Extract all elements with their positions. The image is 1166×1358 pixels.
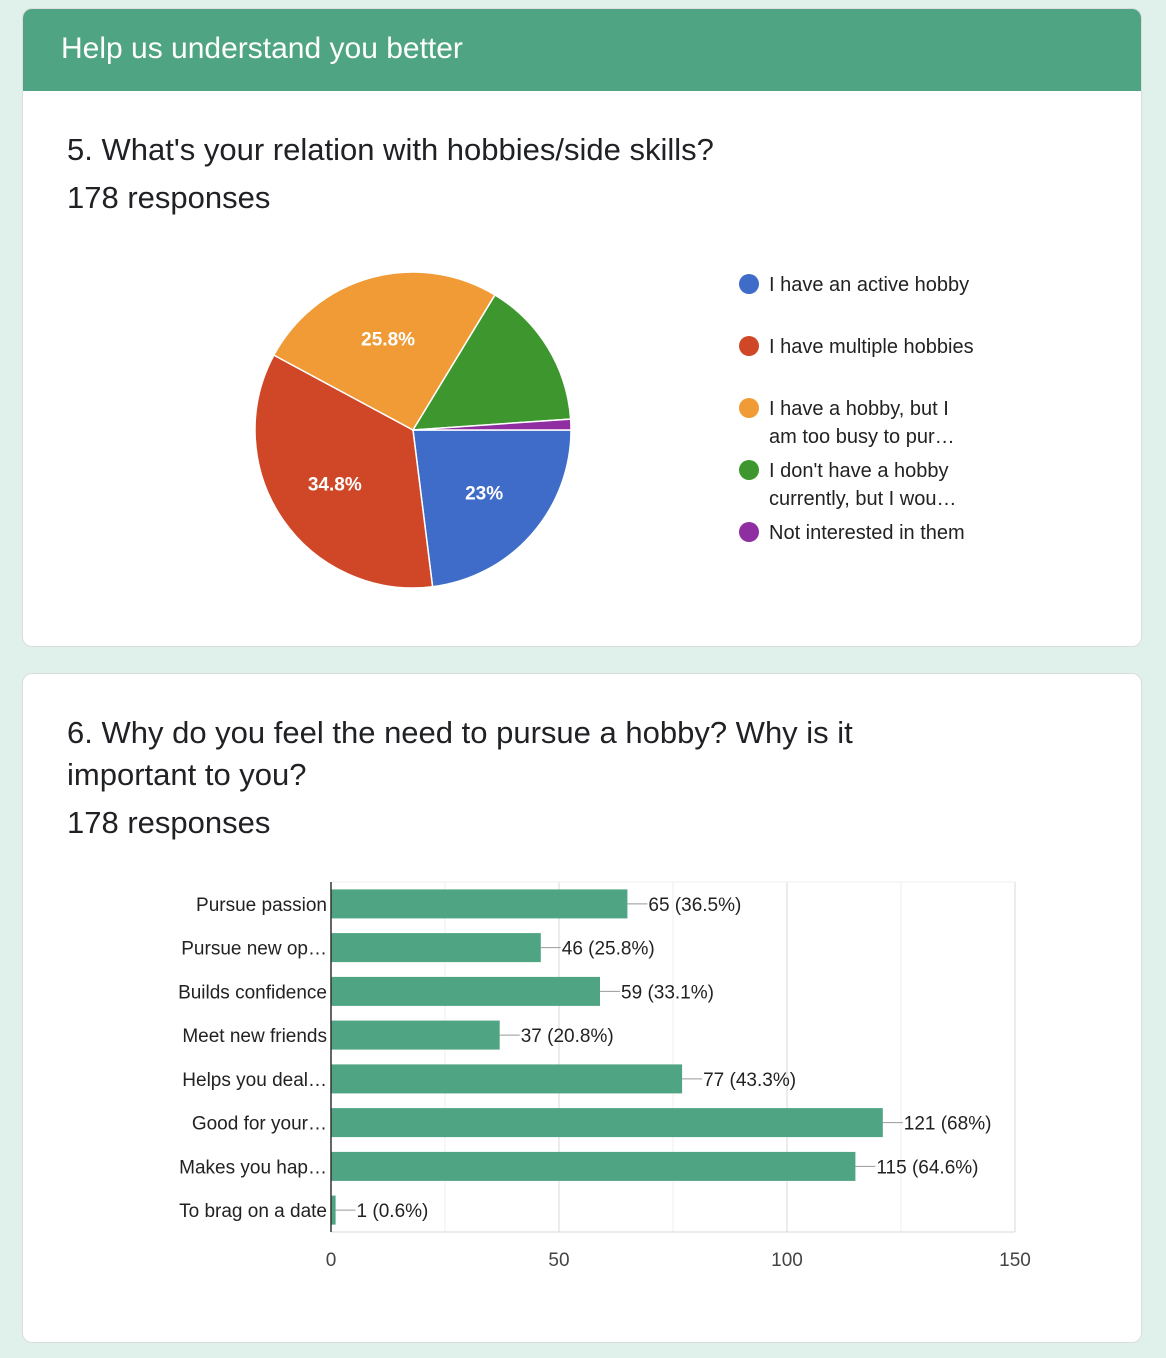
legend-label: I have a hobby, but I am too busy to pur…: [769, 398, 955, 448]
pie-slice-label: 34.8%: [308, 475, 362, 496]
bar[interactable]: [331, 1195, 336, 1225]
legend-item[interactable]: I have multiple hobbies: [739, 333, 979, 395]
legend-label: I have an active hobby: [769, 274, 970, 296]
pie-slice[interactable]: [411, 293, 572, 431]
data-label: 1 (0.6%): [357, 1201, 429, 1222]
legend-swatch: [739, 274, 759, 294]
pie-slice-label: 25.8%: [361, 330, 415, 351]
bar-chart: Pursue passion 65 (36.5%) Pursue new op… 46…: [178, 881, 1031, 1271]
pie-slice-label: 23%: [465, 484, 503, 505]
legend-item[interactable]: I don't have a hobby currently, but I wo…: [739, 457, 979, 519]
section-header: Help us understand you better: [23, 9, 1141, 91]
question-title: 5. What's your relation with hobbies/sid…: [67, 132, 714, 167]
category-label: Pursue new op…: [181, 939, 327, 960]
category-label: Makes you hap…: [179, 1157, 327, 1178]
data-label: 65 (36.5%): [648, 895, 741, 916]
question-card-6: 6. Why do you feel the need to pursue a …: [22, 673, 1142, 1343]
response-count: 178 responses: [67, 805, 271, 840]
legend-swatch: [739, 398, 759, 418]
legend-swatch: [739, 522, 759, 542]
pie-legend: I have an active hobby I have multiple ho…: [739, 271, 979, 581]
response-count: 178 responses: [67, 180, 271, 215]
bar[interactable]: [331, 933, 541, 963]
legend-label: Not interested in them: [769, 522, 965, 544]
bar[interactable]: [331, 1108, 883, 1138]
bar[interactable]: [331, 1020, 500, 1050]
data-label: 115 (64.6%): [876, 1157, 978, 1178]
data-label: 59 (33.1%): [621, 982, 714, 1003]
pie-slice[interactable]: [254, 354, 434, 589]
x-tick-label: 0: [326, 1250, 337, 1271]
pie-slice[interactable]: [412, 418, 572, 431]
bar[interactable]: [331, 889, 628, 919]
data-label: 37 (20.8%): [521, 1026, 614, 1047]
question-title: 6. Why do you feel the need to pursue a …: [67, 715, 853, 792]
legend-label: I don't have a hobby currently, but I wo…: [769, 460, 957, 510]
data-label: 77 (43.3%): [703, 1070, 796, 1091]
x-tick-label: 150: [999, 1250, 1031, 1271]
bar[interactable]: [331, 1151, 856, 1181]
pie-chart: 23% 34.8% 25.8%: [254, 271, 572, 589]
pie-slice[interactable]: [412, 429, 572, 588]
bar[interactable]: [331, 1064, 683, 1094]
legend-item[interactable]: Not interested in them: [739, 519, 979, 581]
category-label: Meet new friends: [182, 1026, 327, 1047]
category-label: Good for your…: [192, 1114, 327, 1135]
category-label: Helps you deal…: [182, 1070, 327, 1091]
legend-item[interactable]: I have an active hobby: [739, 271, 979, 333]
bar[interactable]: [331, 976, 600, 1006]
legend-item[interactable]: I have a hobby, but I am too busy to pur…: [739, 395, 979, 457]
legend-swatch: [739, 460, 759, 480]
legend-swatch: [739, 336, 759, 356]
category-label: Builds confidence: [178, 982, 327, 1003]
legend-label: I have multiple hobbies: [769, 336, 974, 358]
data-label: 121 (68%): [904, 1114, 992, 1135]
category-label: Pursue passion: [196, 895, 327, 916]
question-card-5: Help us understand you better 5. What's …: [22, 8, 1142, 647]
section-title: Help us understand you better: [61, 32, 463, 65]
x-tick-label: 100: [771, 1250, 803, 1271]
category-label: To brag on a date: [179, 1201, 327, 1222]
x-tick-label: 50: [548, 1250, 569, 1271]
data-label: 46 (25.8%): [562, 939, 655, 960]
pie-slice[interactable]: [272, 271, 497, 431]
